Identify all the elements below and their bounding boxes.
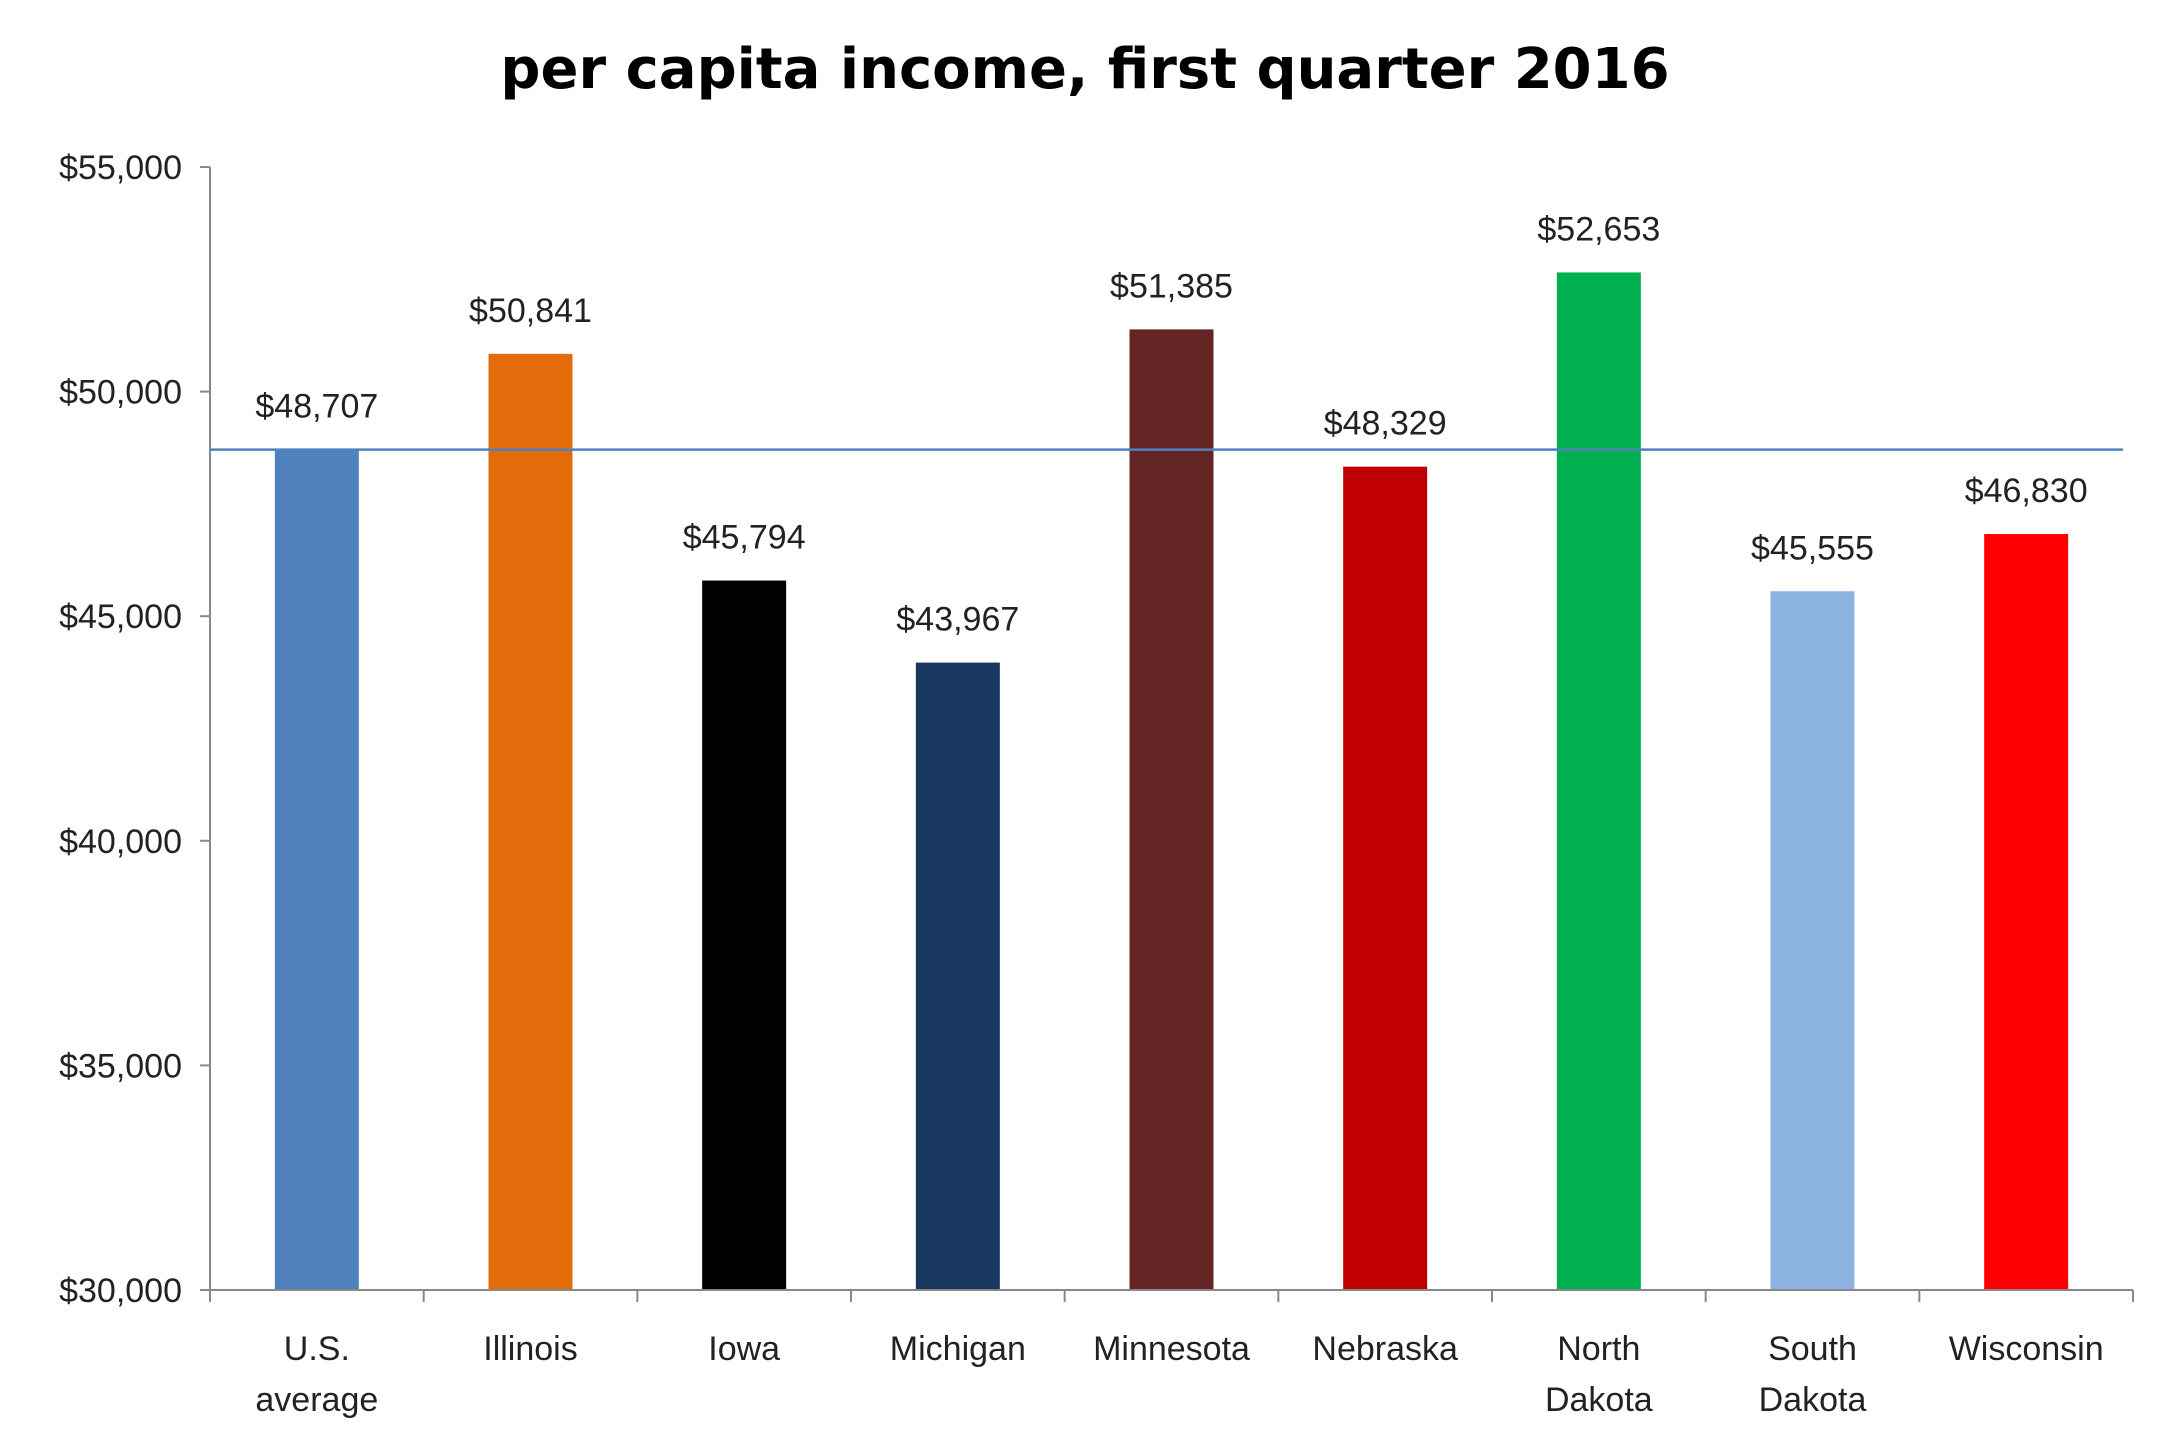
y-tick-label: $45,000 [59, 598, 182, 636]
bar [488, 353, 573, 1290]
data-label: $45,794 [683, 519, 806, 557]
data-label: $50,841 [469, 292, 592, 330]
y-axis: $30,000 $35,000 $40,000 $45,000 $50,000 $55,0… [59, 149, 211, 1310]
x-tick-label: Iowa [708, 1330, 780, 1368]
data-label: $48,329 [1324, 405, 1447, 443]
bar [1129, 329, 1214, 1290]
y-tick-label: $55,000 [59, 149, 182, 187]
data-label: $45,555 [1751, 529, 1874, 567]
bar [1343, 466, 1428, 1290]
data-label: $51,385 [1110, 267, 1233, 305]
bar [1984, 533, 2069, 1290]
bar [1556, 272, 1641, 1290]
y-tick-label: $50,000 [59, 374, 182, 412]
bar [915, 662, 1000, 1290]
x-tick-label: U.S. average [255, 1330, 378, 1419]
data-label: $48,707 [255, 388, 378, 426]
y-tick-label: $35,000 [59, 1047, 182, 1085]
x-tick-label: Nebraska [1312, 1330, 1458, 1368]
data-label: $46,830 [1965, 472, 2088, 510]
y-tick-label: $40,000 [59, 823, 182, 861]
x-axis: U.S. average Illinois Iowa Michigan Minnesota… [200, 1289, 2134, 1419]
x-tick-label: Michigan [890, 1330, 1026, 1368]
y-tick-label: $30,000 [59, 1272, 182, 1310]
bar [702, 580, 787, 1290]
x-tick-label: Minnesota [1093, 1330, 1250, 1368]
bar [274, 449, 359, 1291]
x-tick-label: Wisconsin [1949, 1330, 2104, 1368]
x-tick-label: Illinois [483, 1330, 577, 1368]
x-tick-label: South Dakota [1759, 1330, 1867, 1419]
data-labels: $48,707 $50,841 $45,794 $43,967 $51,385 $48,3… [255, 210, 2087, 638]
bars [210, 272, 2123, 1291]
data-label: $52,653 [1537, 210, 1660, 248]
bar [1770, 591, 1855, 1290]
x-tick-label: North Dakota [1545, 1330, 1653, 1419]
chart-title: per capita income, first quarter 2016 [500, 37, 1669, 102]
data-label: $43,967 [896, 601, 1019, 639]
